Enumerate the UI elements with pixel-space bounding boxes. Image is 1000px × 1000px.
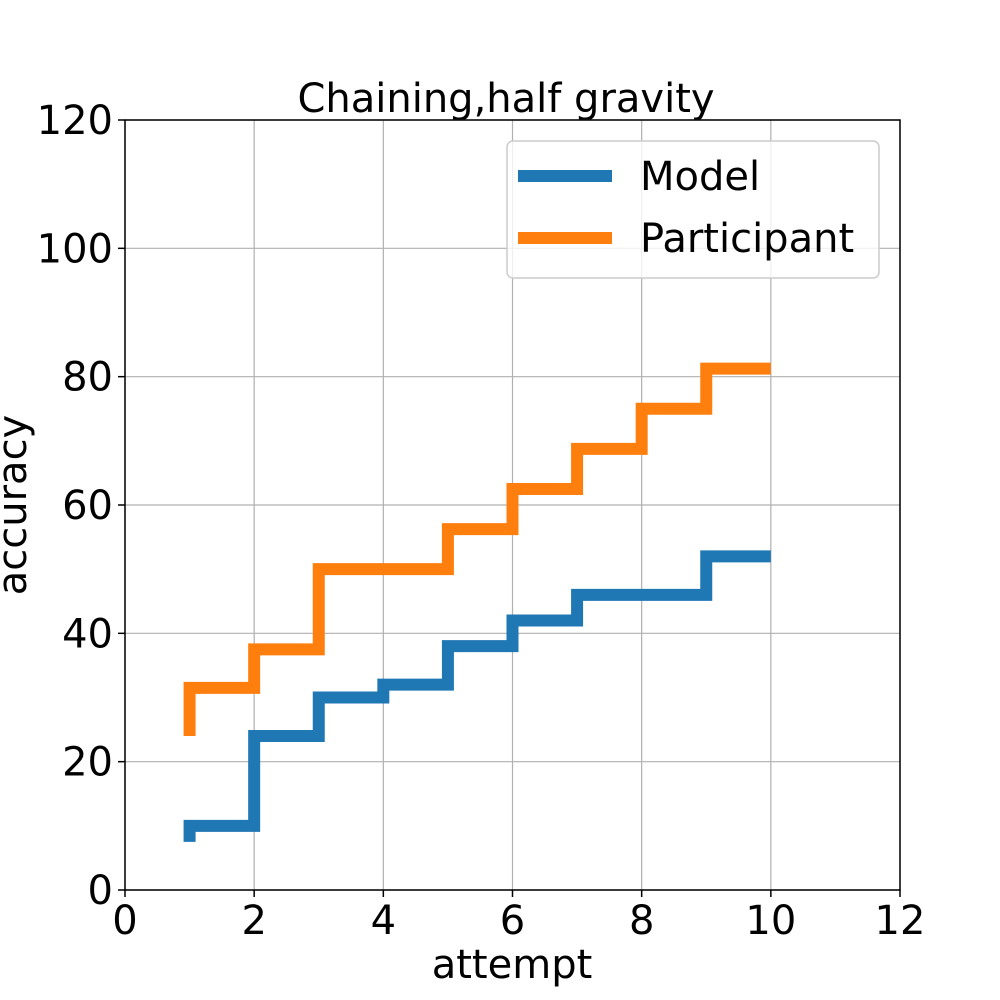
y-tick-label: 40: [62, 611, 113, 657]
y-tick-label: 0: [88, 868, 113, 914]
y-tick-label: 120: [37, 98, 113, 144]
legend: Model Participant: [506, 140, 880, 279]
x-tick-label: 0: [112, 898, 137, 944]
axis-ticks: [118, 119, 901, 897]
series-line-participant: [183, 362, 771, 736]
y-axis-label: accuracy: [0, 415, 36, 595]
x-tick-label: 2: [241, 898, 266, 944]
x-tick-label: 8: [629, 898, 654, 944]
x-tick-labels: 0 2 4 6 8 10 12: [112, 898, 925, 944]
x-axis-label: attempt: [432, 942, 593, 988]
y-tick-label: 60: [62, 483, 113, 529]
x-tick-label: 10: [745, 898, 796, 944]
y-tick-label: 100: [37, 226, 113, 272]
legend-label-participant: Participant: [640, 216, 854, 262]
x-tick-label: 6: [500, 898, 525, 944]
y-tick-label: 20: [62, 740, 113, 786]
legend-label-model: Model: [640, 154, 760, 200]
y-tick-label: 80: [62, 355, 113, 401]
series-line-model: [183, 550, 771, 842]
chart-title: Chaining,half gravity: [297, 76, 714, 122]
y-tick-labels: 0 20 40 60 80 100 120: [37, 98, 113, 914]
series-lines: [183, 362, 771, 842]
x-tick-label: 4: [371, 898, 396, 944]
x-tick-label: 12: [875, 898, 926, 944]
